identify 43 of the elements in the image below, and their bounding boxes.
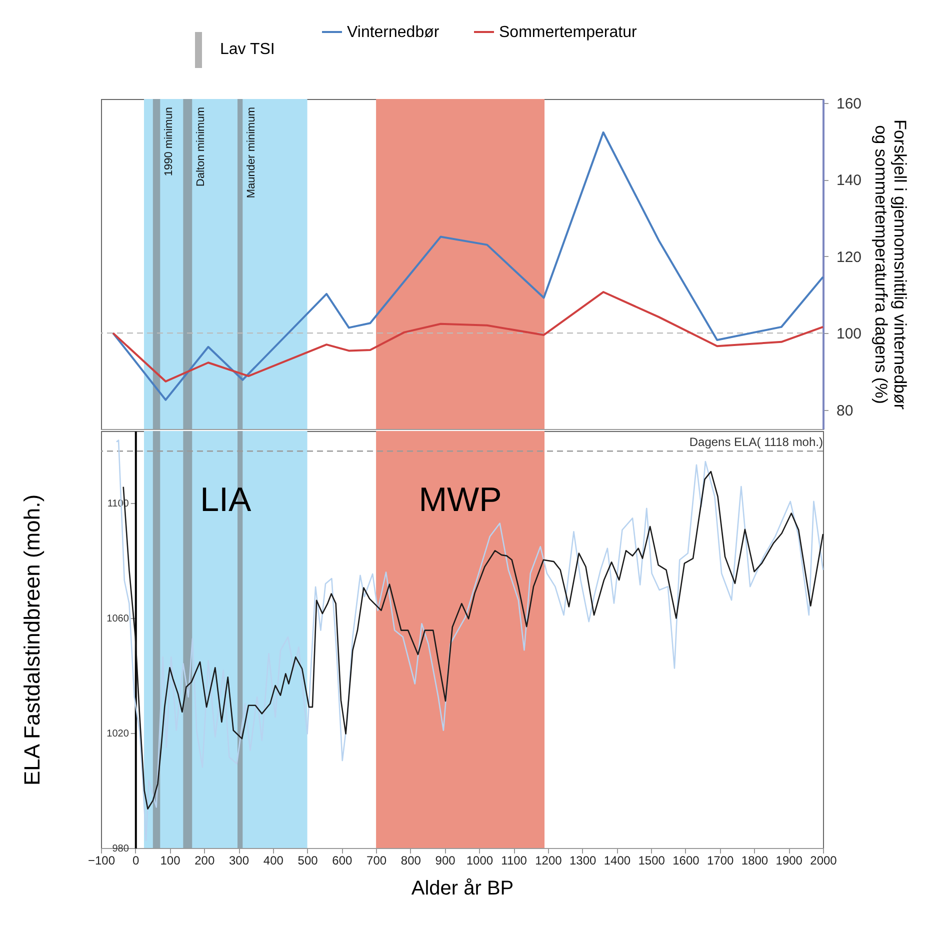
band-label: Maunder minimum	[246, 107, 258, 198]
y2-tick-label: 120	[836, 248, 862, 266]
x-tick-label: 1100	[501, 854, 528, 868]
y2-tick-label: 100	[836, 326, 862, 343]
x-tick-label: 1900	[776, 854, 803, 868]
y-tick-label: 980	[112, 844, 130, 854]
x-tick-label: 0	[132, 854, 140, 868]
x-tick-label: 200	[194, 854, 215, 868]
x-tick-label: 1600	[672, 854, 700, 868]
line-series	[112, 291, 824, 382]
x-tick-label: −100	[88, 854, 116, 868]
ref-line-label: Dagens ELA( 1118 moh.)	[689, 435, 823, 450]
x-tick-label: 400	[263, 854, 284, 868]
legend-label: Vinternedbør	[347, 24, 440, 41]
x-tick-label: 500	[298, 854, 318, 868]
y2-tick-label: 160	[836, 95, 862, 112]
band-label: Dalton minimum	[195, 107, 208, 186]
x-tick-label: 300	[229, 854, 250, 868]
band-label: 1990 minimun	[163, 107, 176, 176]
x-tick-label: 600	[332, 854, 352, 868]
x-tick-label: 1500	[638, 854, 666, 868]
y-tick-label: 1020	[106, 728, 130, 740]
y-axis-title: ELA Fastdalstindbreen (moh.)	[20, 494, 45, 786]
y2-tick-label: 140	[836, 172, 862, 190]
text: Lav TSI	[220, 41, 275, 59]
band-label: LIA	[200, 481, 252, 519]
x-tick-label: 2000	[810, 854, 838, 868]
x-tick-label: 900	[435, 854, 456, 868]
x-tick-label: 1300	[569, 854, 597, 868]
x-tick-label: 1200	[535, 854, 562, 868]
y2-tick-label: 80	[836, 402, 854, 420]
x-tick-label: 1700	[707, 854, 734, 868]
x-tick-label: 800	[400, 854, 422, 868]
y2-axis-title: Forskjell i gjennomsnittlig vinternedbør og sommertemperaturfra dagens (%)	[872, 119, 910, 410]
x-tick-label: 700	[366, 854, 387, 868]
x-tick-label: 1400	[604, 854, 631, 868]
x-tick-label: 1000	[466, 854, 494, 868]
legend-label: Sommertemperatur	[499, 24, 638, 41]
band-label: MWP	[418, 481, 502, 519]
x-tick-label: 100	[160, 854, 181, 868]
x-tick-label: 1800	[741, 854, 768, 868]
x-axis-title: Alder år BP	[411, 878, 514, 900]
y-tick-label: 1060	[106, 613, 130, 624]
